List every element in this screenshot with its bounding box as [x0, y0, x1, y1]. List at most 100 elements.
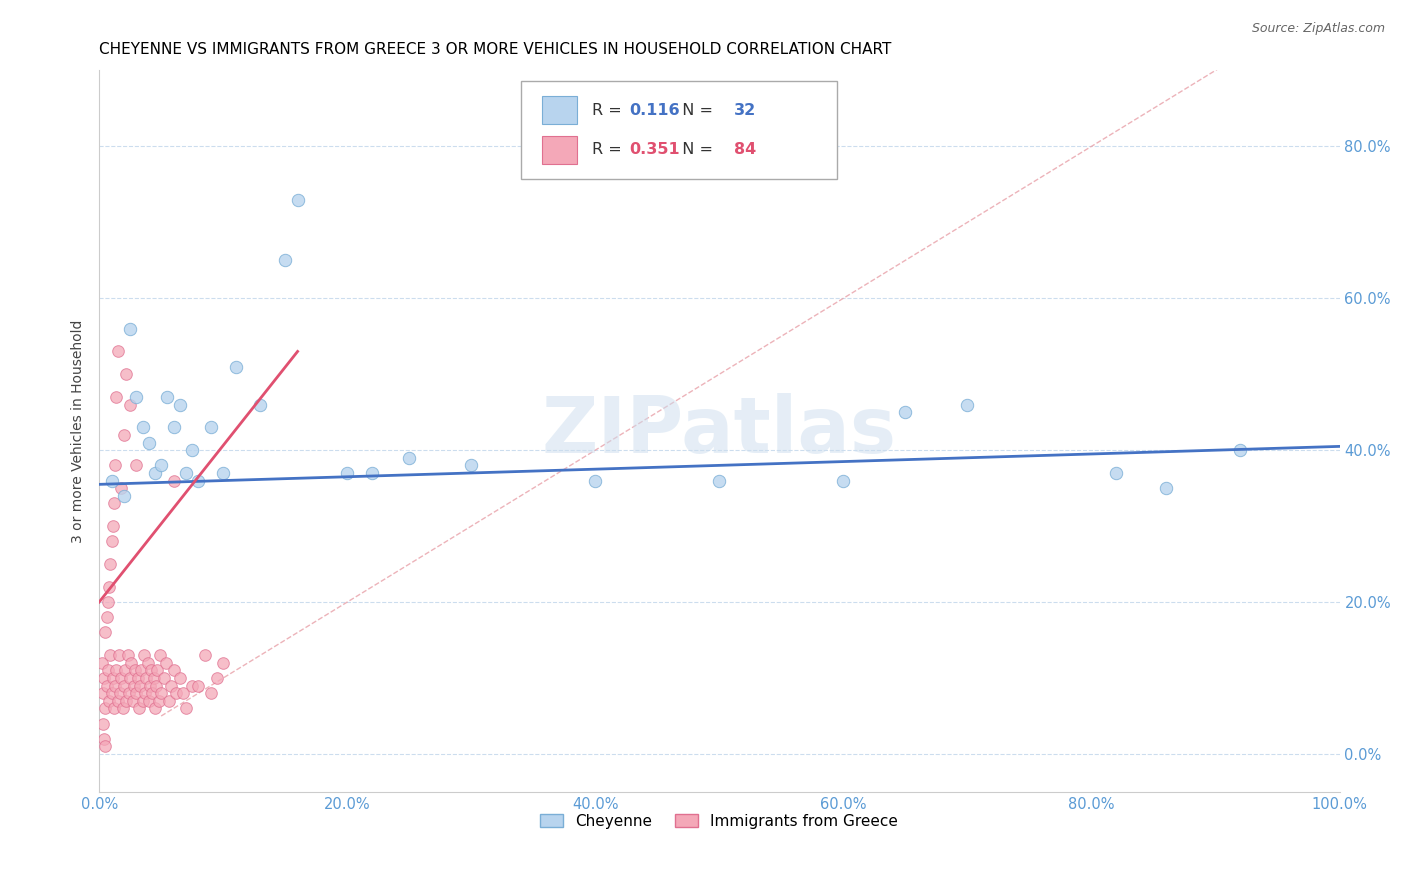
Point	[107, 694, 129, 708]
Point	[894, 405, 917, 419]
Point	[115, 368, 138, 382]
Text: 0.351: 0.351	[628, 143, 679, 157]
Point	[129, 679, 152, 693]
Point	[149, 648, 172, 663]
Point	[187, 679, 209, 693]
Text: R =: R =	[592, 143, 627, 157]
Point	[111, 701, 134, 715]
Text: Source: ZipAtlas.com: Source: ZipAtlas.com	[1251, 22, 1385, 36]
Point	[172, 686, 194, 700]
Text: R =: R =	[592, 103, 627, 118]
Point	[143, 701, 166, 715]
Point	[181, 443, 204, 458]
Point	[150, 686, 173, 700]
Point	[165, 686, 187, 700]
Point	[112, 679, 135, 693]
Point	[114, 664, 136, 678]
Text: N =: N =	[672, 103, 718, 118]
Point	[162, 420, 184, 434]
Point	[583, 474, 606, 488]
Point	[157, 694, 180, 708]
Point	[110, 686, 132, 700]
Point	[142, 671, 165, 685]
Point	[141, 664, 163, 678]
Point	[181, 679, 204, 693]
Point	[129, 664, 152, 678]
Point	[156, 390, 179, 404]
Point	[101, 671, 124, 685]
Point	[125, 686, 148, 700]
Point	[94, 739, 117, 754]
Point	[127, 671, 149, 685]
Point	[122, 679, 145, 693]
Point	[98, 580, 121, 594]
Point	[93, 671, 115, 685]
Point	[212, 656, 235, 670]
Point	[104, 679, 127, 693]
Point	[138, 435, 160, 450]
Point	[136, 656, 159, 670]
Point	[132, 648, 155, 663]
Point	[115, 694, 138, 708]
Point	[103, 496, 125, 510]
Point	[398, 450, 420, 465]
Point	[200, 420, 222, 434]
Point	[104, 458, 127, 473]
Point	[94, 701, 117, 715]
Point	[361, 466, 384, 480]
Point	[98, 557, 121, 571]
Point	[148, 694, 170, 708]
Point	[160, 679, 183, 693]
Point	[98, 648, 121, 663]
Point	[287, 193, 309, 207]
Bar	[541, 136, 576, 163]
Point	[1154, 481, 1177, 495]
Point	[1229, 443, 1251, 458]
Point	[205, 671, 228, 685]
Point	[108, 648, 131, 663]
Point	[96, 610, 118, 624]
Point	[100, 686, 122, 700]
Point	[105, 390, 128, 404]
Point	[146, 664, 169, 678]
Point	[124, 664, 146, 678]
Point	[193, 648, 215, 663]
Point	[96, 679, 118, 693]
Point	[91, 716, 114, 731]
Point	[112, 428, 135, 442]
Y-axis label: 3 or more Vehicles in Household: 3 or more Vehicles in Household	[72, 319, 86, 543]
Point	[117, 648, 139, 663]
Point	[105, 664, 128, 678]
Point	[131, 420, 153, 434]
Point	[91, 686, 114, 700]
Point	[336, 466, 359, 480]
Bar	[541, 96, 576, 124]
Point	[143, 466, 166, 480]
Point	[107, 344, 129, 359]
Point	[174, 701, 197, 715]
Point	[134, 686, 156, 700]
Text: CHEYENNE VS IMMIGRANTS FROM GREECE 3 OR MORE VEHICLES IN HOUSEHOLD CORRELATION C: CHEYENNE VS IMMIGRANTS FROM GREECE 3 OR …	[100, 42, 891, 57]
Point	[249, 398, 271, 412]
Point	[162, 474, 184, 488]
Point	[97, 595, 120, 609]
Point	[120, 656, 142, 670]
FancyBboxPatch shape	[520, 81, 837, 178]
Point	[100, 474, 122, 488]
Point	[93, 731, 115, 746]
Point	[138, 694, 160, 708]
Point	[121, 694, 143, 708]
Text: 84: 84	[734, 143, 756, 157]
Point	[118, 686, 141, 700]
Point	[155, 656, 177, 670]
Point	[169, 398, 191, 412]
Point	[162, 664, 184, 678]
Point	[90, 656, 112, 670]
Point	[103, 701, 125, 715]
Text: 0.116: 0.116	[628, 103, 679, 118]
Point	[200, 686, 222, 700]
Point	[709, 474, 731, 488]
Point	[141, 686, 163, 700]
Point	[135, 671, 157, 685]
Point	[956, 398, 979, 412]
